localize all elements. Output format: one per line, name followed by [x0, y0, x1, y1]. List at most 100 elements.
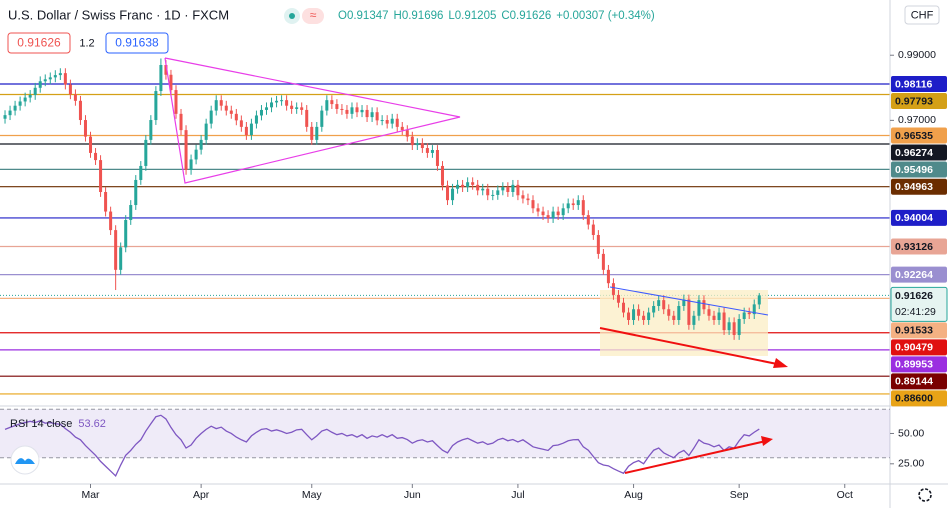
level-label: 0.94963 [895, 181, 933, 193]
axes: 0.99000 0.97000 0.98116 0.97793 0.96535 0.962… [81, 49, 948, 501]
candle-body [345, 109, 349, 114]
candle-body [642, 315, 646, 320]
sell-box[interactable] [7, 32, 71, 54]
candle-body [124, 220, 128, 248]
x-tick-label: Mar [81, 489, 100, 501]
price-label-box [890, 286, 948, 322]
candle-body [224, 105, 228, 111]
level-label-box [891, 127, 947, 144]
candle-body [440, 165, 444, 186]
candle-body [732, 322, 736, 335]
candle-body [355, 107, 359, 113]
candle-body [596, 234, 600, 254]
level-label: 0.91533 [895, 325, 933, 337]
candle-body [561, 208, 565, 216]
candle-body [144, 139, 148, 166]
level-label-box [891, 178, 947, 195]
candle-body [94, 152, 98, 161]
candle-body [556, 211, 560, 216]
candle-body [496, 190, 500, 195]
candle-body [637, 309, 641, 316]
level-label-box [891, 161, 947, 178]
level-label: 0.90479 [895, 342, 933, 354]
candle-body [471, 182, 475, 185]
candle-body [647, 312, 651, 320]
x-tick-label: May [302, 489, 323, 501]
chart-title: U.S. Dollar / Swiss Franc · 1D · FXCM [8, 7, 229, 22]
candle-body [451, 188, 455, 201]
candle-body [194, 149, 198, 160]
candle-body [8, 110, 12, 116]
rsi-arrow-line [624, 440, 767, 474]
candle-body [204, 123, 208, 140]
level-label-box [891, 238, 947, 255]
arrow-line [599, 327, 783, 366]
candle-body [456, 184, 460, 189]
level-label-box [891, 390, 947, 407]
candle-body [73, 94, 77, 101]
candle-body [154, 91, 158, 121]
candle-body [3, 115, 7, 119]
candle-body [310, 126, 314, 140]
buy-box[interactable] [105, 32, 169, 54]
candle-body [722, 312, 726, 331]
settings-icon[interactable] [918, 488, 932, 502]
rsi-label: RSI 14 close [10, 418, 72, 430]
candles [3, 58, 761, 340]
candle-body [229, 110, 233, 114]
candle-body [149, 120, 153, 140]
candle-body [38, 81, 42, 88]
candle-body [380, 120, 384, 122]
y-tick-label: 0.97000 [898, 114, 936, 126]
candle-body [501, 187, 505, 191]
candle-body [727, 322, 731, 331]
x-tick-label: Sep [730, 489, 749, 501]
candle-body [290, 105, 294, 109]
candle-body [627, 312, 631, 320]
candle-body [134, 179, 138, 206]
rsi-pane [0, 408, 890, 478]
candle-body [219, 100, 223, 106]
candle-body [395, 118, 399, 127]
candle-body [214, 100, 218, 111]
candle-body [546, 215, 550, 219]
candle-body [717, 312, 721, 320]
candle-body [63, 73, 67, 85]
candle-body [199, 139, 203, 150]
logo-icon [15, 458, 35, 464]
candle-body [78, 100, 82, 121]
candle-body [99, 160, 103, 193]
candle-body [254, 115, 258, 124]
candle-body [616, 294, 620, 303]
candle-body [531, 200, 535, 209]
candle-body [566, 203, 570, 209]
countdown: 02:41:29 [895, 306, 936, 318]
candle-body [305, 109, 309, 127]
level-label: 0.97793 [895, 95, 933, 107]
candle-body [189, 159, 193, 170]
ohlc-value: C0.91626 [501, 10, 551, 22]
candle-body [315, 126, 319, 140]
candle-body [511, 184, 515, 193]
candle-body [415, 143, 419, 146]
candle-body [335, 104, 339, 109]
candle-body [340, 108, 344, 110]
spread: 1.2 [79, 37, 94, 49]
currency-box[interactable] [904, 5, 940, 25]
rsi-line [4, 414, 760, 478]
candle-body [129, 205, 133, 221]
candle-body [330, 100, 334, 105]
logo-button[interactable] [10, 445, 40, 475]
alert-icon[interactable] [302, 8, 324, 24]
level-label-box [891, 322, 947, 339]
candle-body [461, 184, 465, 188]
candle-body [662, 300, 666, 310]
candle-body [280, 100, 284, 102]
level-label: 0.92264 [895, 269, 933, 281]
candle-body [295, 107, 299, 109]
candle-body [677, 305, 681, 320]
candle-body [516, 184, 520, 196]
candle-body [667, 309, 671, 316]
